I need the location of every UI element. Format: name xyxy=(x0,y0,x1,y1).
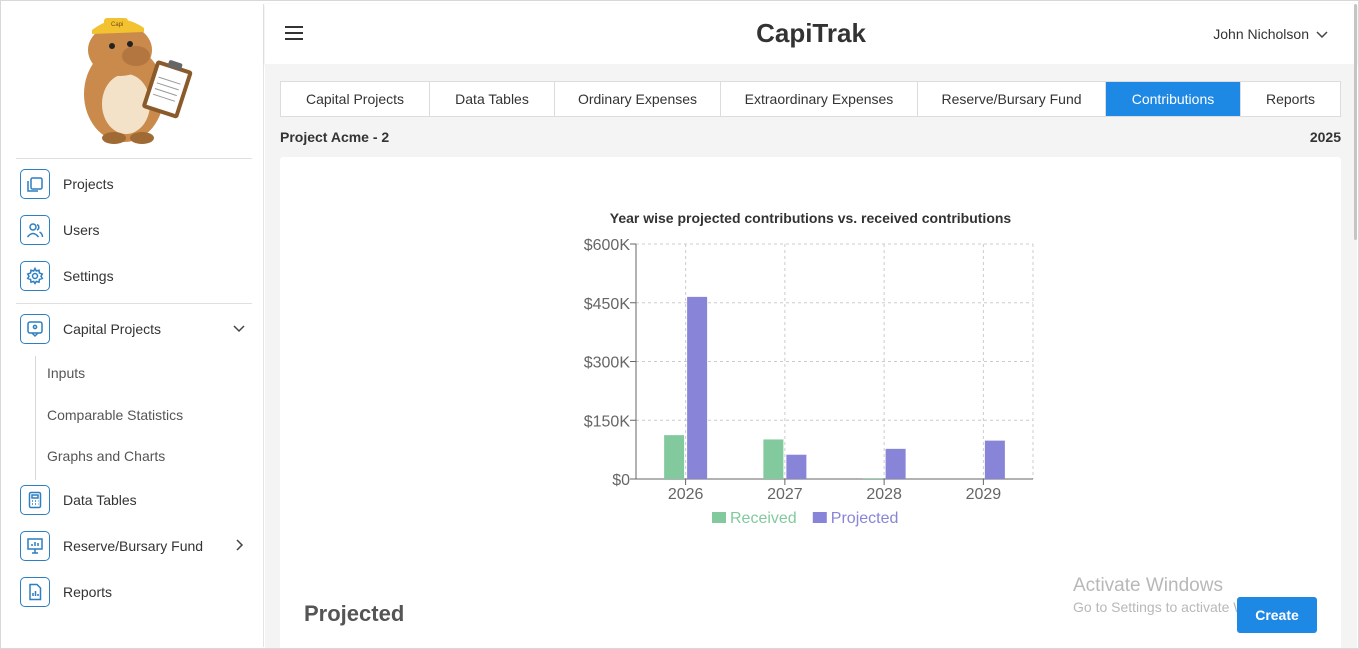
presentation-icon xyxy=(20,314,50,344)
sidebar-subitem-graphs-and-charts[interactable]: Graphs and Charts xyxy=(47,448,166,464)
project-year: 2025 xyxy=(1309,129,1341,145)
chevron-down-icon[interactable] xyxy=(232,321,246,340)
sidebar-item-users[interactable]: Users xyxy=(18,211,254,249)
gear-icon xyxy=(20,261,50,291)
bar-projected-2029 xyxy=(984,440,1005,479)
bar-projected-2027 xyxy=(786,454,807,479)
create-button[interactable]: Create xyxy=(1237,597,1317,633)
y-tick-label: $450K xyxy=(584,296,631,313)
sidebar-item-label: Reports xyxy=(63,584,113,600)
tab-data-tables[interactable]: Data Tables xyxy=(430,82,555,116)
bar-received-2028 xyxy=(862,478,883,479)
legend-swatch xyxy=(712,512,726,523)
contributions-bar-chart: $0 $150K $300K $450K $600K 2026 2027 2028 2029 Re… xyxy=(584,237,1034,527)
tab-contributions[interactable]: Contributions xyxy=(1106,82,1241,116)
capybara-logo: Capi xyxy=(74,12,194,146)
sidebar-item-projects[interactable]: Projects xyxy=(18,165,254,203)
sidebar-subitem-inputs[interactable]: Inputs xyxy=(47,365,86,381)
contributions-card: Year wise projected contributions vs. re… xyxy=(280,157,1341,648)
tab-capital-projects[interactable]: Capital Projects xyxy=(281,82,430,116)
x-tick-label: 2029 xyxy=(966,486,1002,503)
bar-received-2027 xyxy=(763,439,784,479)
bar-projected-2026 xyxy=(687,296,708,479)
header-bar: CapiTrak John Nicholson xyxy=(265,4,1357,64)
sidebar-item-label: Settings xyxy=(63,268,114,284)
bar-received-2026 xyxy=(664,435,685,479)
sidebar-item-label: Users xyxy=(63,222,100,238)
sidebar-item-settings[interactable]: Settings xyxy=(18,257,254,295)
logo-badge-text: Capi xyxy=(111,22,123,28)
chevron-down-icon xyxy=(1316,31,1328,39)
users-icon xyxy=(20,215,50,245)
projected-section-title: Projected xyxy=(304,601,405,626)
calculator-icon xyxy=(20,485,50,515)
tab-reserve-bursary-fund[interactable]: Reserve/Bursary Fund xyxy=(918,82,1106,116)
chart-title: Year wise projected contributions vs. re… xyxy=(609,210,1012,226)
app-title: CapiTrak xyxy=(756,18,866,48)
scrollbar-thumb[interactable] xyxy=(1354,4,1357,240)
submenu-guide-line xyxy=(35,356,36,480)
legend-label: Projected xyxy=(831,510,899,527)
chevron-right-icon[interactable] xyxy=(232,538,246,557)
tab-ordinary-expenses[interactable]: Ordinary Expenses xyxy=(555,82,721,116)
sidebar-item-label: Data Tables xyxy=(63,492,137,508)
legend-label: Received xyxy=(730,510,797,527)
sidebar-item-label: Projects xyxy=(63,176,114,192)
hamburger-menu-icon[interactable] xyxy=(285,26,303,40)
sidebar-item-label: Reserve/Bursary Fund xyxy=(63,538,204,554)
y-tick-label: $600K xyxy=(584,237,631,254)
main-content: Capital Projects Data Tables Ordinary Ex… xyxy=(265,64,1357,648)
sidebar-subitem-comparable-statistics[interactable]: Comparable Statistics xyxy=(47,407,184,423)
tab-extraordinary-expenses[interactable]: Extraordinary Expenses xyxy=(721,82,918,116)
bar-projected-2028 xyxy=(885,448,906,479)
report-icon xyxy=(20,577,50,607)
user-name: John Nicholson xyxy=(1213,26,1309,42)
legend-swatch xyxy=(812,512,827,523)
y-tick-label: $0 xyxy=(612,472,630,489)
x-tick-label: 2028 xyxy=(866,486,902,503)
sidebar-item-label: Capital Projects xyxy=(63,321,162,337)
sidebar: Capi Projects xyxy=(4,4,264,647)
sidebar-item-reports[interactable]: Reports xyxy=(18,573,254,611)
sidebar-divider xyxy=(16,303,252,304)
presentation-chart-icon xyxy=(20,531,50,561)
watermark-line1: Activate Windows xyxy=(1073,575,1223,596)
sidebar-item-data-tables[interactable]: Data Tables xyxy=(18,481,254,519)
sidebar-item-reserve-bursary-fund[interactable]: Reserve/Bursary Fund xyxy=(18,527,254,565)
sidebar-item-capital-projects[interactable]: Capital Projects xyxy=(18,310,254,348)
tab-reports[interactable]: Reports xyxy=(1265,91,1316,107)
tab-bar: Capital Projects Data Tables Ordinary Ex… xyxy=(280,81,1341,117)
sidebar-divider xyxy=(16,158,252,159)
folders-icon xyxy=(20,169,50,199)
project-name: Project Acme - 2 xyxy=(280,129,390,145)
x-tick-label: 2027 xyxy=(767,486,803,503)
x-tick-label: 2026 xyxy=(668,486,704,503)
y-tick-label: $150K xyxy=(584,413,631,430)
user-menu[interactable]: John Nicholson xyxy=(1213,26,1329,42)
y-tick-label: $300K xyxy=(584,355,631,372)
